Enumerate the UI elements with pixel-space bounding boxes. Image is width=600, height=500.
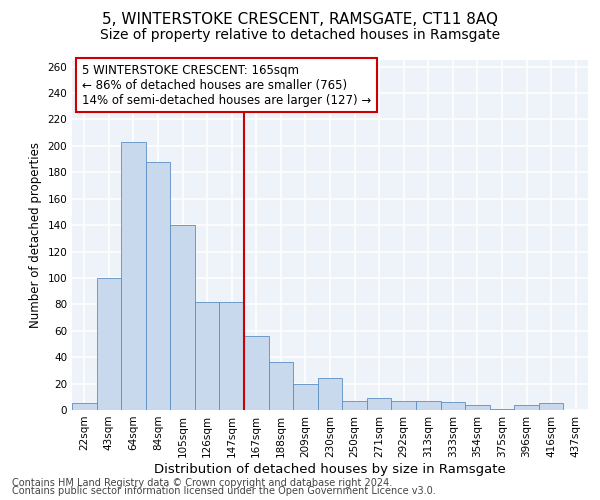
Bar — [465, 404, 490, 410]
Bar — [342, 401, 367, 410]
Bar — [490, 408, 514, 410]
Bar — [244, 336, 269, 410]
Y-axis label: Number of detached properties: Number of detached properties — [29, 142, 42, 328]
Text: 5 WINTERSTOKE CRESCENT: 165sqm
← 86% of detached houses are smaller (765)
14% of: 5 WINTERSTOKE CRESCENT: 165sqm ← 86% of … — [82, 64, 371, 106]
Bar — [269, 362, 293, 410]
Bar — [367, 398, 391, 410]
X-axis label: Distribution of detached houses by size in Ramsgate: Distribution of detached houses by size … — [154, 462, 506, 475]
Text: Contains HM Land Registry data © Crown copyright and database right 2024.: Contains HM Land Registry data © Crown c… — [12, 478, 392, 488]
Bar — [72, 404, 97, 410]
Bar — [121, 142, 146, 410]
Text: Size of property relative to detached houses in Ramsgate: Size of property relative to detached ho… — [100, 28, 500, 42]
Bar — [391, 401, 416, 410]
Bar — [220, 302, 244, 410]
Bar — [539, 404, 563, 410]
Bar — [195, 302, 220, 410]
Bar — [416, 401, 440, 410]
Bar — [440, 402, 465, 410]
Bar — [146, 162, 170, 410]
Bar — [97, 278, 121, 410]
Text: 5, WINTERSTOKE CRESCENT, RAMSGATE, CT11 8AQ: 5, WINTERSTOKE CRESCENT, RAMSGATE, CT11 … — [102, 12, 498, 28]
Text: Contains public sector information licensed under the Open Government Licence v3: Contains public sector information licen… — [12, 486, 436, 496]
Bar — [318, 378, 342, 410]
Bar — [170, 225, 195, 410]
Bar — [514, 404, 539, 410]
Bar — [293, 384, 318, 410]
